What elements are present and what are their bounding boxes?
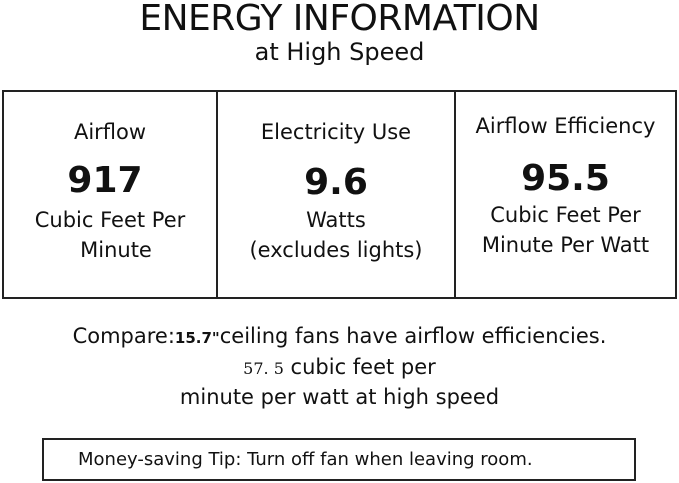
efficiency-label: Airflow Efficiency (475, 114, 656, 138)
compare-text-2: cubic feet per (283, 355, 436, 379)
efficiency-value: 95.5 (521, 158, 610, 199)
compare-value: 57. 5 (243, 359, 284, 378)
electricity-cell: Electricity Use 9.6 Watts (excludes ligh… (218, 92, 456, 297)
title: ENERGY INFORMATION (139, 0, 540, 39)
compare-line-3: minute per watt at high speed (179, 385, 500, 409)
airflow-unit-1: Cubic Feet Per (34, 208, 186, 232)
airflow-value: 917 (67, 160, 143, 201)
airflow-cell: Airflow 917 Cubic Feet Per Minute (4, 92, 218, 297)
efficiency-cell: Airflow Efficiency 95.5 Cubic Feet Per M… (456, 92, 675, 297)
airflow-label: Airflow (73, 120, 147, 144)
electricity-unit-1: Watts (306, 208, 366, 232)
efficiency-unit-2: Minute Per Watt (481, 233, 650, 257)
tip-text: Turn off fan when leaving room. (241, 449, 533, 470)
money-saving-tip: Money-saving Tip: Turn off fan when leav… (42, 438, 636, 481)
compare-size: 15.7" (174, 329, 220, 347)
electricity-label: Electricity Use (260, 120, 412, 144)
energy-table: Airflow 917 Cubic Feet Per Minute Electr… (2, 90, 677, 299)
efficiency-unit-1: Cubic Feet Per (490, 203, 641, 227)
tip-label: Money-saving Tip: (78, 449, 242, 470)
electricity-unit-2: (excludes lights) (249, 238, 423, 262)
electricity-value: 9.6 (304, 162, 368, 203)
subtitle: at High Speed (254, 38, 425, 66)
compare-text-1: ceiling fans have airflow efficiencies. (219, 324, 607, 348)
airflow-unit-2: Minute (80, 238, 152, 262)
compare-text: Compare:15.7"ceiling fans have airflow e… (0, 322, 679, 412)
compare-prefix: Compare: (72, 324, 175, 348)
